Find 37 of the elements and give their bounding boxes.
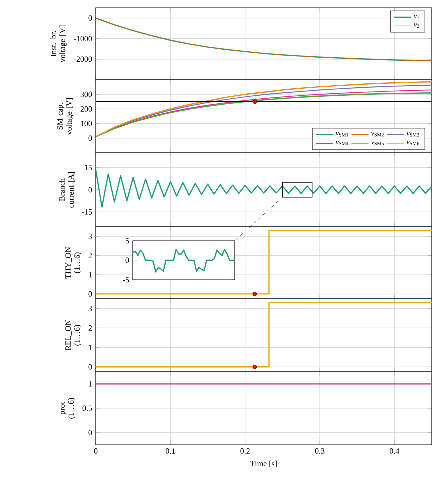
y-tick-label: 0 [126, 258, 130, 264]
y-tick-label: 300 [80, 92, 92, 98]
y-tick-label: 3 [88, 234, 92, 240]
y-tick-label: 0 [88, 292, 92, 297]
y-tick-label: 0 [88, 136, 92, 142]
y-tick-label: -2000 [74, 56, 92, 62]
x-tick-label: 0.3 [315, 448, 325, 454]
x-axis-title: Time [s] [250, 460, 277, 468]
x-tick-label: 0.2 [240, 448, 250, 454]
y-axis-title: REL_ON (1…6) [66, 320, 82, 351]
y-tick-label: 15 [85, 165, 92, 170]
y-tick-label: 0.5 [82, 406, 92, 412]
line-series [96, 170, 432, 208]
y-tick-label: 0 [88, 430, 92, 436]
y-axis-title: THY_ON (1…6) [66, 247, 82, 279]
y-axis-title: SM cap. voltage [V] [58, 98, 74, 136]
y-tick-label: 2 [88, 326, 92, 331]
y-tick-label: 2 [88, 253, 92, 258]
y-tick-label: 0 [88, 364, 92, 370]
y-tick-label: 1 [89, 272, 92, 278]
y-tick-label: -5 [123, 277, 130, 283]
x-tick-label: 0.1 [166, 448, 176, 454]
y-tick-label: 0 [88, 187, 92, 193]
y-tick-label: 200 [80, 106, 92, 112]
x-tick-label: 0 [94, 448, 98, 454]
y-tick-label: 1 [89, 382, 92, 387]
x-tick-label: 0.4 [390, 448, 400, 454]
y-tick-label: -1000 [74, 36, 92, 42]
y-tick-label: 100 [81, 121, 92, 126]
y-tick-label: 1 [89, 345, 92, 350]
y-axis-title: Branch current [A] [59, 172, 75, 208]
y-tick-label: 3 [88, 306, 92, 312]
y-axis-title: prot (1…6) [60, 398, 76, 419]
y-axis-title: Inst. br. voltage [V] [50, 26, 67, 63]
y-tick-label: 5 [126, 238, 130, 244]
y-tick-label: -15 [82, 210, 92, 215]
y-tick-label: 0 [88, 16, 92, 21]
